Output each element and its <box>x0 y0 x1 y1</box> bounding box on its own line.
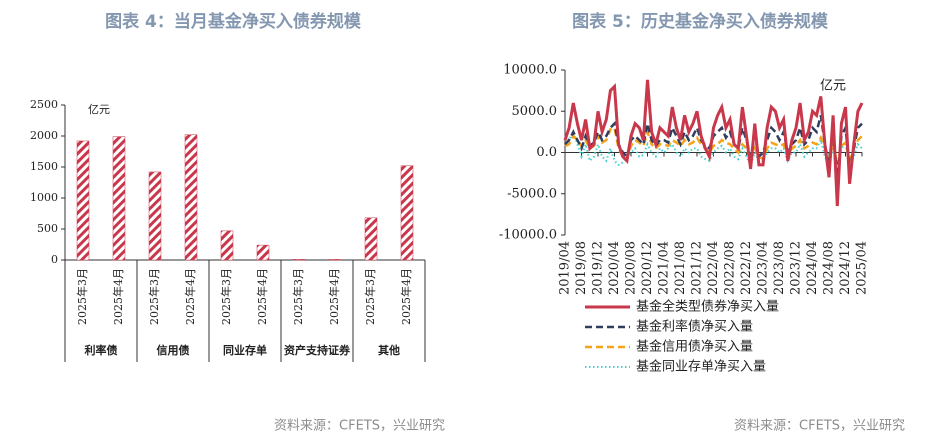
bar <box>328 259 342 261</box>
x-tick-label: 2025年4月 <box>111 268 125 325</box>
series-line <box>563 79 864 207</box>
x-tick-label: 2024/08 <box>822 241 837 295</box>
chart-title: 图表 5：历史基金净买入债券规模 <box>572 11 829 32</box>
bar <box>364 217 378 261</box>
y-tick-label: 0 <box>51 253 58 266</box>
y-tick-label: 5000.0 <box>512 104 558 119</box>
x-tick-label: 2025年3月 <box>147 268 161 325</box>
x-tick-label: 2025年3月 <box>75 268 89 325</box>
x-tick-label: 2021/08 <box>673 241 688 295</box>
x-tick-label: 2024/04 <box>805 241 820 295</box>
x-tick-label: 2025年3月 <box>219 268 233 325</box>
x-tick-label: 2022/08 <box>723 241 738 295</box>
bar <box>220 230 234 261</box>
group-label: 同业存单 <box>223 343 267 357</box>
bar <box>112 136 126 261</box>
series-line <box>564 129 863 170</box>
x-tick-label: 2020/12 <box>640 241 655 295</box>
group-label: 利率债 <box>85 343 118 357</box>
bar <box>148 171 162 261</box>
y-tick-label: 10000.0 <box>503 63 557 78</box>
legend-label: 基金同业存单净买入量 <box>636 359 766 375</box>
x-tick-label: 2022/04 <box>706 241 721 295</box>
y-tick-label: 1000 <box>30 191 58 204</box>
y-tick-label: 1500 <box>30 160 58 173</box>
bar <box>256 244 270 261</box>
bar <box>292 259 306 261</box>
group-label: 其他 <box>378 343 400 357</box>
unit-label: 亿元 <box>820 79 846 94</box>
x-tick-label: 2024/12 <box>838 241 853 295</box>
chart-title: 图表 4：当月基金净买入债券规模 <box>105 11 362 32</box>
x-tick-label: 2019/08 <box>574 241 589 295</box>
x-tick-label: 2025年4月 <box>255 268 269 325</box>
x-tick-label: 2025年3月 <box>291 268 305 325</box>
x-tick-label: 2020/04 <box>607 241 622 295</box>
x-tick-label: 2019/04 <box>558 241 573 295</box>
legend-label: 基金利率债净买入量 <box>636 319 753 335</box>
group-label: 信用债 <box>157 343 190 357</box>
x-tick-label: 2025年3月 <box>363 268 377 325</box>
legend-label: 基金全类型债券净买入量 <box>636 299 779 315</box>
series-line <box>564 126 863 166</box>
x-tick-label: 2019/12 <box>591 241 606 295</box>
x-tick-label: 2020/08 <box>624 241 639 295</box>
group-label: 资产支持证券 <box>284 343 351 357</box>
legend-label: 基金信用债净买入量 <box>636 339 753 355</box>
unit-label: 亿元 <box>88 103 110 116</box>
source: 资料来源：CFETS，兴业研究 <box>274 419 445 434</box>
x-tick-label: 2022/12 <box>739 241 754 295</box>
x-tick-label: 2025年4月 <box>183 268 197 325</box>
x-tick-label: 2025/04 <box>855 241 870 295</box>
y-tick-label: -5000.0 <box>507 186 557 201</box>
x-tick-label: 2025年4月 <box>399 268 413 325</box>
x-tick-label: 2025年4月 <box>327 268 341 325</box>
x-tick-label: 2023/04 <box>756 241 771 295</box>
source: 资料来源：CFETS，兴业研究 <box>734 419 905 434</box>
y-tick-label: -10000.0 <box>499 228 557 243</box>
y-tick-label: 2500 <box>30 98 58 111</box>
bar <box>76 140 90 261</box>
bar <box>184 134 198 261</box>
x-tick-label: 2023/08 <box>772 241 787 295</box>
y-tick-label: 0.0 <box>536 145 557 160</box>
y-tick-label: 2000 <box>30 129 58 142</box>
x-tick-label: 2023/12 <box>789 241 804 295</box>
x-tick-label: 2021/04 <box>657 241 672 295</box>
x-tick-label: 2021/12 <box>690 241 705 295</box>
y-tick-label: 500 <box>37 222 58 235</box>
bar <box>400 165 414 261</box>
